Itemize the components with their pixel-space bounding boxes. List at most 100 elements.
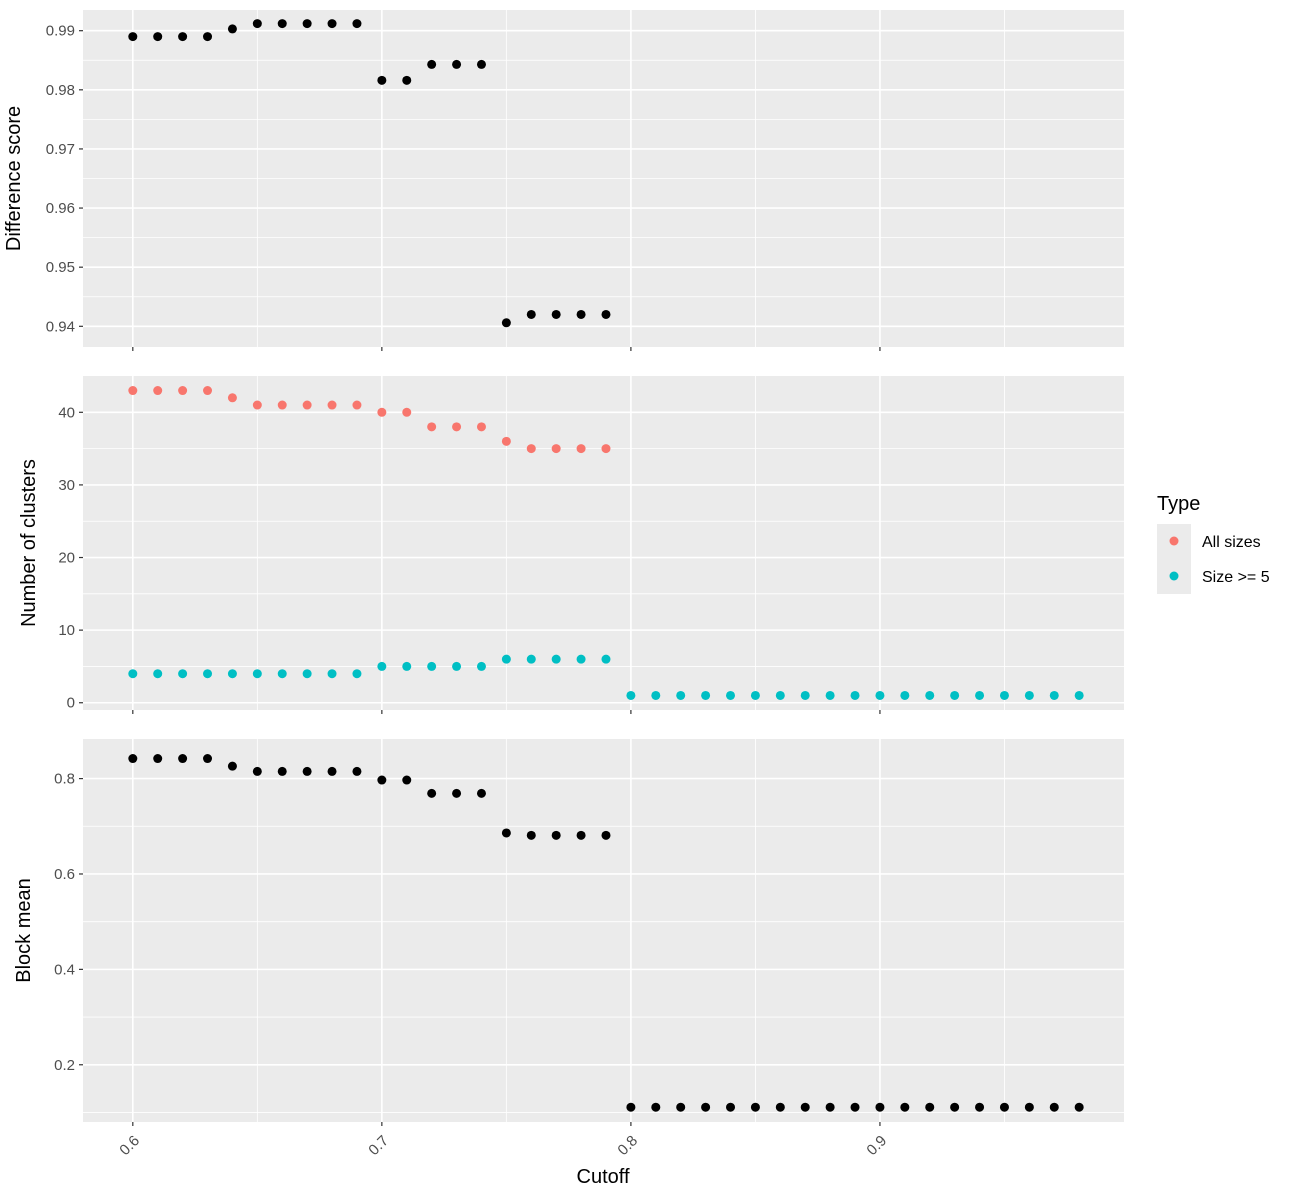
y-tick-label: 10: [58, 622, 75, 639]
y-tick-label: 30: [58, 477, 75, 494]
data-point: [203, 32, 213, 42]
y-axis-title-number-of-clusters: Number of clusters: [18, 459, 40, 627]
data-point: [551, 309, 561, 319]
data-point: [302, 766, 312, 776]
data-point: [775, 690, 785, 700]
data-point: [128, 386, 138, 396]
data-point: [153, 386, 163, 396]
x-axis-title: Cutoff: [577, 1166, 630, 1188]
data-point: [1049, 690, 1059, 700]
data-point: [252, 766, 262, 776]
x-tick-label: 0.8: [614, 1132, 641, 1159]
y-tick-label: 0.2: [54, 1057, 75, 1074]
data-point: [726, 690, 736, 700]
legend: Type All sizes Size >= 5: [1157, 493, 1270, 594]
legend-key-size-5: [1169, 571, 1179, 581]
data-point: [252, 400, 262, 410]
panel-difference-score: 0.94 0.95 0.96 0.97 0.98 0.99 Difference score: [3, 10, 1124, 351]
y-axis-title-block-mean: Block mean: [13, 878, 35, 983]
data-point: [825, 690, 835, 700]
data-point: [377, 661, 387, 671]
data-point: [277, 400, 287, 410]
y-tick-label: 0.4: [54, 961, 75, 978]
data-point: [153, 32, 163, 42]
data-point: [377, 775, 387, 785]
data-point: [900, 1102, 910, 1112]
legend-title: Type: [1157, 493, 1200, 515]
data-point: [178, 386, 188, 396]
data-point: [203, 754, 213, 764]
data-point: [576, 309, 586, 319]
data-point: [526, 309, 536, 319]
data-point: [178, 669, 188, 679]
data-point: [476, 661, 486, 671]
data-point: [452, 788, 462, 798]
data-point: [825, 1102, 835, 1112]
legend-label-all-sizes: All sizes: [1202, 534, 1261, 551]
data-point: [402, 661, 412, 671]
data-point: [203, 386, 213, 396]
data-point: [601, 444, 611, 454]
x-tick-label: 0.7: [365, 1132, 392, 1159]
data-point: [128, 32, 138, 42]
data-point: [551, 654, 561, 664]
data-point: [476, 788, 486, 798]
data-point: [452, 59, 462, 69]
data-point: [227, 393, 237, 403]
data-point: [327, 400, 337, 410]
data-point: [302, 19, 312, 29]
data-point: [501, 318, 511, 328]
data-point: [377, 75, 387, 85]
data-point: [452, 661, 462, 671]
data-point: [750, 690, 760, 700]
panel-background: [83, 739, 1124, 1122]
data-point: [651, 1102, 661, 1112]
y-tick-label: 0.97: [46, 141, 75, 158]
data-point: [925, 690, 935, 700]
data-point: [277, 766, 287, 776]
data-point: [227, 24, 237, 34]
data-point: [302, 400, 312, 410]
y-tick-label: 0.8: [54, 771, 75, 788]
data-point: [551, 444, 561, 454]
data-point: [900, 690, 910, 700]
data-point: [775, 1102, 785, 1112]
data-point: [277, 669, 287, 679]
data-point: [576, 830, 586, 840]
data-point: [302, 669, 312, 679]
data-point: [178, 32, 188, 42]
data-point: [875, 690, 885, 700]
y-tick-label: 0.94: [46, 318, 75, 335]
data-point: [999, 690, 1009, 700]
legend-label-size-5: Size >= 5: [1202, 569, 1270, 586]
data-point: [128, 754, 138, 764]
data-point: [999, 1102, 1009, 1112]
legend-key-background: [1157, 524, 1191, 594]
data-point: [501, 654, 511, 664]
y-tick-label: 20: [58, 550, 75, 567]
data-point: [526, 830, 536, 840]
y-tick-label: 0.95: [46, 259, 75, 276]
data-point: [850, 690, 860, 700]
data-point: [1074, 1102, 1084, 1112]
data-point: [203, 669, 213, 679]
data-point: [427, 422, 437, 432]
data-point: [601, 309, 611, 319]
data-point: [402, 75, 412, 85]
data-point: [676, 1102, 686, 1112]
panel-background: [83, 376, 1124, 710]
data-point: [975, 1102, 985, 1112]
data-point: [701, 1102, 711, 1112]
data-point: [975, 690, 985, 700]
y-tick-label: 0.98: [46, 82, 75, 99]
data-point: [352, 766, 362, 776]
data-point: [676, 690, 686, 700]
data-point: [352, 19, 362, 29]
data-point: [601, 830, 611, 840]
data-point: [277, 19, 287, 29]
y-tick-label: 0.96: [46, 200, 75, 217]
data-point: [1024, 690, 1034, 700]
data-point: [327, 766, 337, 776]
data-point: [476, 59, 486, 69]
data-point: [227, 761, 237, 771]
